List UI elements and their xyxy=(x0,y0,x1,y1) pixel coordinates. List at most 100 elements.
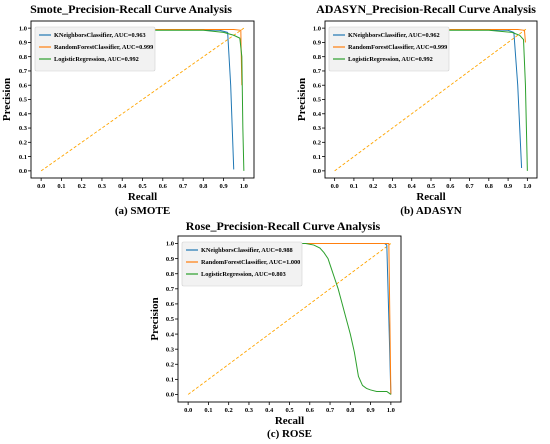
y-tick-label: 0.5 xyxy=(166,316,175,323)
x-tick-label: 0.6 xyxy=(159,183,168,190)
y-tick-label: 1.0 xyxy=(166,241,174,248)
y-tick-label: 0.0 xyxy=(313,168,321,175)
x-tick-label: 0.0 xyxy=(331,183,339,190)
y-tick-label: 0.1 xyxy=(166,377,174,384)
legend-entry: RandomForestClassifier, AUC=0.999 xyxy=(54,44,153,51)
y-tick-label: 0.9 xyxy=(19,40,28,47)
legend-box xyxy=(328,26,450,72)
y-tick-label: 0.1 xyxy=(313,154,321,161)
series-line-2 xyxy=(431,29,528,171)
x-tick-label: 1.0 xyxy=(523,183,531,190)
x-tick-label: 0.7 xyxy=(179,183,188,190)
legend-entry: LogisticRegression, AUC=0.992 xyxy=(348,56,433,63)
x-tick-label: 0.9 xyxy=(504,183,513,190)
y-tick-label: 0.7 xyxy=(19,68,28,75)
legend: KNeighborsClassifier, AUC=0.962 RandomFor… xyxy=(328,26,450,72)
series-line-1 xyxy=(289,243,392,395)
x-tick-label: 0.0 xyxy=(37,183,45,190)
legend-entry: LogisticRegression, AUC=0.992 xyxy=(54,56,139,63)
y-tick-label: 0.8 xyxy=(19,54,28,61)
x-tick-label: 0.4 xyxy=(265,407,274,414)
chart-rose: Rose_Precision-Recall Curve Analysis 0.0 0… xyxy=(149,219,402,440)
x-tick-label: 0.7 xyxy=(465,183,474,190)
x-tick-label: 0.1 xyxy=(57,183,65,190)
series-line-2 xyxy=(289,243,392,395)
chart-title: Smote_Precision-Recall Curve Analysis xyxy=(30,2,232,16)
chart-smote: Smote_Precision-Recall Curve Analysis 0.0… xyxy=(1,2,255,217)
x-tick-label: 0.2 xyxy=(78,183,86,190)
legend-entry: RandomForestClassifier, AUC=1.000 xyxy=(201,259,300,266)
x-tick-label: 0.8 xyxy=(485,183,494,190)
x-tick-label: 0.3 xyxy=(245,407,254,414)
y-tick-label: 0.6 xyxy=(19,82,28,89)
x-tick-label: 0.5 xyxy=(138,183,147,190)
legend-entry: KNeighborsClassifier, AUC=0.962 xyxy=(348,32,440,39)
chart-title: Rose_Precision-Recall Curve Analysis xyxy=(186,219,381,233)
y-tick-label: 0.5 xyxy=(313,97,322,104)
y-tick-label: 0.7 xyxy=(313,68,322,75)
y-axis-label: Precision xyxy=(149,297,161,340)
figure-caption: (c) ROSE xyxy=(267,428,312,440)
x-tick-label: 0.9 xyxy=(367,407,376,414)
y-axis-label: Precision xyxy=(1,78,13,121)
y-tick-label: 0.4 xyxy=(19,111,28,118)
legend: KNeighborsClassifier, AUC=0.963 RandomFor… xyxy=(34,26,156,72)
baseline-series xyxy=(40,27,245,172)
y-tick-label: 0.2 xyxy=(313,140,321,147)
x-tick-label: 0.5 xyxy=(427,183,436,190)
legend-box xyxy=(181,241,303,287)
y-tick-label: 1.0 xyxy=(313,25,321,32)
series-line-1 xyxy=(431,29,526,43)
y-tick-label: 0.0 xyxy=(19,168,27,175)
legend: KNeighborsClassifier, AUC=0.988 RandomFor… xyxy=(181,241,303,287)
series-line-1 xyxy=(142,29,243,86)
y-tick-label: 0.6 xyxy=(313,82,322,89)
x-tick-label: 0.6 xyxy=(446,183,455,190)
legend-box xyxy=(34,26,156,72)
y-tick-label: 0.8 xyxy=(313,54,322,61)
figure-caption: (b) ADASYN xyxy=(400,205,461,217)
y-tick-label: 0.8 xyxy=(166,271,175,278)
x-tick-label: 0.3 xyxy=(98,183,107,190)
x-tick-label: 0.4 xyxy=(118,183,127,190)
y-tick-label: 0.2 xyxy=(166,361,174,368)
x-tick-label: 0.7 xyxy=(326,407,335,414)
legend-entry: LogisticRegression, AUC=0.803 xyxy=(201,271,286,278)
y-tick-label: 0.9 xyxy=(166,256,175,263)
y-tick-label: 0.5 xyxy=(19,97,28,104)
series-line-2 xyxy=(142,29,245,171)
series-line-0 xyxy=(142,29,235,170)
y-tick-label: 0.4 xyxy=(166,331,175,338)
x-tick-label: 0.1 xyxy=(350,183,358,190)
y-tick-label: 0.3 xyxy=(19,125,28,132)
y-axis-label: Precision xyxy=(296,78,308,121)
x-tick-label: 0.5 xyxy=(285,407,294,414)
y-tick-label: 0.4 xyxy=(313,111,322,118)
y-tick-label: 0.7 xyxy=(166,286,175,293)
x-tick-label: 0.8 xyxy=(346,407,355,414)
legend-entry: KNeighborsClassifier, AUC=0.988 xyxy=(201,247,293,254)
x-tick-label: 0.9 xyxy=(220,183,229,190)
y-tick-label: 0.2 xyxy=(19,140,27,147)
y-tick-label: 0.3 xyxy=(313,125,322,132)
y-tick-label: 0.9 xyxy=(313,40,322,47)
y-tick-label: 1.0 xyxy=(19,25,27,32)
y-tick-label: 0.1 xyxy=(19,154,27,161)
y-tick-label: 0.3 xyxy=(166,346,175,353)
x-tick-label: 0.2 xyxy=(225,407,233,414)
x-tick-label: 0.6 xyxy=(306,407,315,414)
chart-title: ADASYN_Precision-Recall Curve Analysis xyxy=(316,2,536,16)
x-axis-label: Recall xyxy=(128,191,157,203)
series-line-0 xyxy=(289,243,392,395)
legend-entry: KNeighborsClassifier, AUC=0.963 xyxy=(54,32,146,39)
x-tick-label: 0.2 xyxy=(369,183,377,190)
y-tick-label: 0.0 xyxy=(166,392,174,399)
x-tick-label: 0.8 xyxy=(199,183,208,190)
x-tick-label: 1.0 xyxy=(240,183,248,190)
chart-adasyn: ADASYN_Precision-Recall Curve Analysis 0.… xyxy=(296,2,538,217)
x-tick-label: 0.1 xyxy=(204,407,212,414)
figure-caption: (a) SMOTE xyxy=(115,205,170,217)
baseline-series xyxy=(187,243,392,395)
x-tick-label: 1.0 xyxy=(387,407,395,414)
